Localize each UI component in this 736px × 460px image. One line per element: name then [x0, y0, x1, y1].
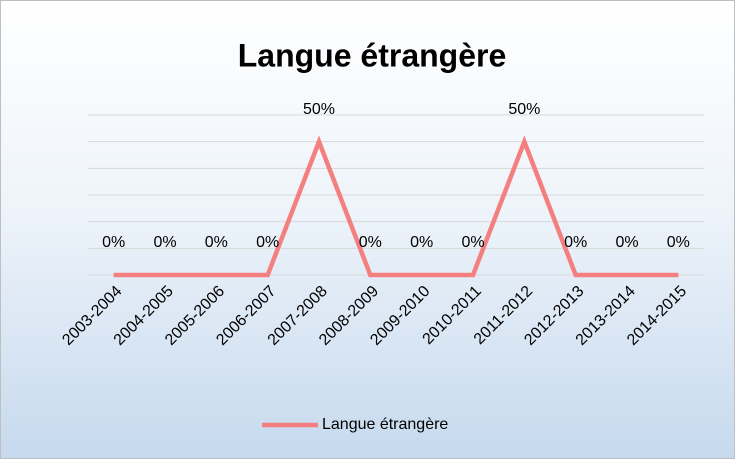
- data-label: 0%: [153, 234, 176, 251]
- data-label: 50%: [508, 101, 540, 118]
- data-label: 0%: [667, 234, 690, 251]
- chart-title: Langue étrangère: [238, 37, 507, 73]
- data-label: 0%: [205, 234, 228, 251]
- data-label: 0%: [102, 234, 125, 251]
- data-label: 0%: [461, 234, 484, 251]
- data-label: 50%: [303, 101, 335, 118]
- series-line: [113, 135, 679, 278]
- data-label: 0%: [410, 234, 433, 251]
- data-label: 0%: [359, 234, 382, 251]
- data-label: 0%: [256, 234, 279, 251]
- legend-label: Langue étrangère: [322, 416, 448, 433]
- data-label: 0%: [564, 234, 587, 251]
- data-label: 0%: [615, 234, 638, 251]
